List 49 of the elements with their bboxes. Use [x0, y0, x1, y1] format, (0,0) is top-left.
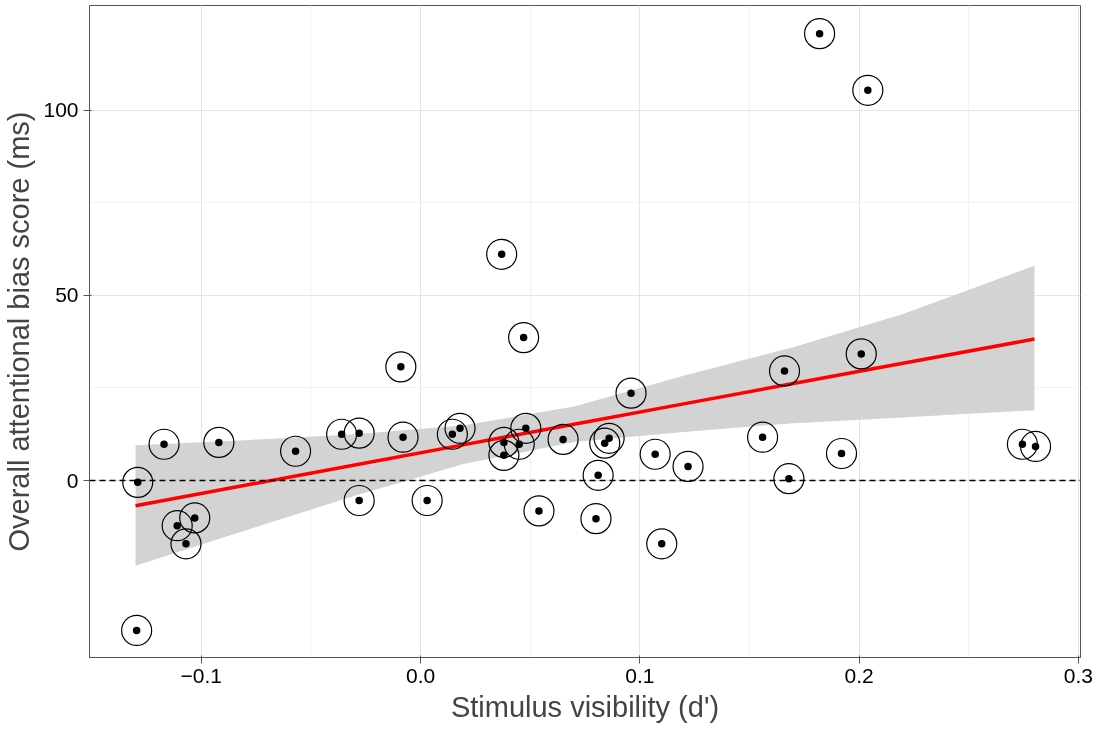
point: [121, 614, 153, 647]
point: [503, 428, 535, 460]
x-axis-title: Stimulus visibility (d'): [450, 690, 720, 723]
point: [486, 238, 518, 270]
y-tick-label: 0: [66, 468, 79, 492]
point: [122, 466, 154, 498]
point: [639, 438, 671, 470]
point: [804, 18, 836, 50]
point: [508, 322, 540, 354]
point: [444, 412, 476, 444]
x-tick-label: 0.0: [405, 663, 436, 687]
point: [825, 437, 858, 470]
point: [523, 495, 555, 527]
point: [580, 503, 612, 535]
y-tick-label: 50: [55, 283, 79, 307]
x-tick-label: 0.2: [844, 663, 874, 687]
x-tick-label: 0.3: [1063, 663, 1093, 687]
point: [343, 417, 375, 449]
point: [179, 502, 211, 534]
point: [582, 459, 614, 491]
point: [746, 421, 779, 453]
point: [326, 418, 358, 450]
x-tick-label: 0.1: [625, 663, 655, 687]
point: [161, 510, 193, 542]
point: [488, 439, 520, 471]
y-axis-title: Overall attentional bias score (ms): [3, 111, 36, 552]
point: [773, 463, 805, 495]
line-series: [133, 337, 1037, 508]
point: [646, 528, 678, 560]
point: [1019, 430, 1052, 463]
point: [768, 355, 801, 387]
point: [385, 351, 417, 383]
point: [203, 426, 235, 458]
point: [510, 412, 542, 444]
point: [672, 450, 704, 483]
point: [436, 418, 468, 450]
point: [1006, 428, 1038, 460]
point: [615, 377, 647, 409]
point: [852, 74, 884, 106]
point: [170, 528, 202, 560]
point: [411, 484, 443, 517]
point: [343, 484, 375, 517]
point: [387, 421, 419, 453]
point: [547, 423, 579, 455]
x-tick-label: −0.1: [180, 663, 223, 687]
point: [279, 435, 312, 467]
y-tick-label: 100: [43, 98, 79, 122]
point: [148, 428, 180, 460]
point: [845, 338, 877, 370]
